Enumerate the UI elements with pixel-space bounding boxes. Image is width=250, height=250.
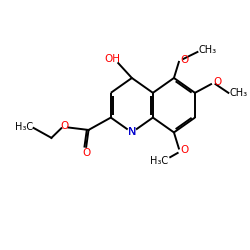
- Text: H₃C: H₃C: [150, 156, 168, 166]
- Text: CH₃: CH₃: [199, 45, 217, 55]
- Text: O: O: [213, 78, 221, 88]
- Text: OH: OH: [104, 54, 120, 64]
- Circle shape: [128, 128, 136, 137]
- Text: N: N: [128, 128, 136, 138]
- Text: O: O: [60, 121, 68, 131]
- Text: O: O: [82, 148, 90, 158]
- Text: O: O: [181, 55, 189, 65]
- Text: O: O: [181, 145, 189, 155]
- Text: N: N: [128, 128, 136, 138]
- Text: H₃C: H₃C: [15, 122, 33, 132]
- Text: CH₃: CH₃: [230, 88, 248, 98]
